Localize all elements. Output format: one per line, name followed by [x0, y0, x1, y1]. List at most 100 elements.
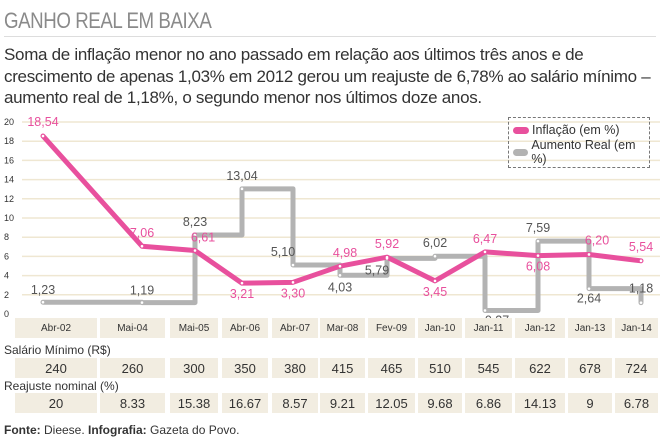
salario-cell: 380 [272, 358, 318, 378]
chart-title: GANHO REAL EM BAIXA [4, 8, 212, 33]
salario-cell: 300 [170, 358, 218, 378]
point-aumento-real [240, 187, 244, 191]
infographic-value: Gazeta do Povo. [146, 423, 240, 437]
y-tick-label: 10 [4, 213, 14, 223]
point-aumento-real [433, 254, 437, 258]
point-inflacao [433, 279, 437, 283]
x-tick-label: Mai-05 [170, 318, 218, 338]
legend-label: Aumento Real (em %) [531, 138, 636, 166]
data-label-inflacao: 18,54 [27, 115, 58, 129]
source-label: Fonte: [4, 423, 41, 437]
point-inflacao [240, 281, 244, 285]
data-label-aumento-real: 5,79 [365, 263, 389, 277]
point-aumento-real [140, 301, 144, 304]
y-tick-label: 20 [4, 117, 14, 127]
data-label-inflacao: 6,08 [526, 260, 550, 274]
salario-cell: 350 [222, 358, 268, 378]
salario-cell: 545 [465, 358, 512, 378]
reajuste-cell: 15.38 [170, 393, 218, 413]
x-tick-label: Abr-07 [272, 318, 318, 338]
salario-cell: 240 [15, 358, 97, 378]
x-tick-label: Mai-04 [100, 318, 165, 338]
point-inflacao [193, 249, 197, 252]
reajuste-cell: 14.13 [515, 393, 565, 413]
salario-label: Salário Mínimo (R$) [4, 343, 111, 357]
y-tick-label: 16 [4, 155, 14, 165]
salario-cell: 415 [320, 358, 365, 378]
reajuste-label: Reajuste nominal (%) [4, 379, 119, 393]
data-label-aumento-real: 13,04 [226, 169, 257, 183]
series-line-inflacao [40, 133, 644, 286]
data-label-aumento-real: 8,23 [183, 215, 207, 229]
salario-cell: 622 [515, 358, 565, 378]
data-label-inflacao: 6,20 [585, 233, 609, 247]
data-label-inflacao: 3,45 [423, 285, 447, 299]
legend-label: Inflação (em %) [532, 123, 620, 137]
point-aumento-real [41, 300, 45, 304]
data-label-inflacao: 5,92 [375, 237, 399, 251]
y-tick-label: 4 [4, 271, 9, 281]
salario-cell: 260 [100, 358, 165, 378]
point-inflacao [41, 134, 45, 138]
y-tick-label: 2 [4, 290, 9, 300]
data-label-aumento-real: 6,02 [423, 236, 447, 250]
data-label-aumento-real: 7,59 [526, 221, 550, 235]
x-tick-label: Mar-08 [320, 318, 365, 338]
series-line-aumento-real [40, 186, 644, 313]
point-aumento-real [193, 233, 197, 237]
reajuste-cell: 6.86 [465, 393, 512, 413]
x-tick-label: Jan-11 [465, 318, 512, 338]
x-tick-label: Abr-06 [222, 318, 268, 338]
legend-item-aumento-real: Aumento Real (em %) [513, 138, 649, 166]
reajuste-cell: 16.67 [222, 393, 268, 413]
point-aumento-real [483, 309, 487, 312]
salario-cell: 678 [568, 358, 612, 378]
x-tick-label: Abr-02 [15, 318, 97, 338]
data-label-inflacao: 7,06 [130, 226, 154, 240]
x-tick-label: Jan-10 [418, 318, 462, 338]
point-inflacao [385, 255, 389, 259]
reajuste-cell: 9.68 [418, 393, 462, 413]
y-tick-label: 14 [4, 175, 14, 185]
data-label-inflacao: 3,30 [281, 286, 305, 300]
reajuste-cell: 9 [568, 393, 612, 413]
reajuste-cell: 9.21 [320, 393, 365, 413]
data-label-aumento-real: 1,19 [130, 284, 154, 298]
data-label-inflacao: 3,21 [230, 287, 254, 301]
legend-swatch [513, 148, 529, 156]
data-label-aumento-real: 1,18 [629, 282, 653, 296]
legend-swatch [513, 126, 529, 134]
reajuste-cell: 12.05 [368, 393, 415, 413]
point-aumento-real [639, 301, 643, 304]
salario-cell: 510 [418, 358, 462, 378]
y-tick-label: 12 [4, 194, 14, 204]
y-tick-label: 6 [4, 251, 9, 261]
reajuste-cell: 6.78 [615, 393, 658, 413]
legend-item-inflacao: Inflação (em %) [513, 120, 649, 140]
y-tick-label: 18 [4, 136, 14, 146]
infographic-label: Infografia: [88, 423, 147, 437]
intro-text: Soma de inflação menor no ano passado em… [4, 45, 651, 107]
source-value: Dieese. [40, 423, 89, 437]
point-inflacao [140, 244, 144, 248]
reajuste-cell: 20 [15, 393, 97, 413]
data-label-inflacao: 6,61 [191, 231, 215, 245]
point-aumento-real [536, 239, 540, 243]
point-inflacao [536, 254, 540, 257]
source-note: Fonte: Dieese. Infografia: Gazeta do Pov… [4, 423, 239, 437]
reajuste-cell: 8.33 [100, 393, 165, 413]
data-label-aumento-real: 1,23 [31, 283, 55, 297]
x-tick-label: Jan-13 [568, 318, 612, 338]
point-aumento-real [338, 274, 342, 277]
point-inflacao [639, 259, 643, 263]
data-label-inflacao: 4,98 [333, 246, 357, 260]
data-label-aumento-real: 5,10 [271, 245, 295, 259]
title-divider [4, 36, 656, 37]
point-aumento-real [291, 263, 295, 267]
data-label-aumento-real: 2,64 [577, 292, 601, 306]
x-tick-label: Jan-12 [515, 318, 565, 338]
point-inflacao [338, 264, 342, 268]
point-inflacao [291, 281, 295, 284]
legend: Inflação (em %) Aumento Real (em %) [508, 117, 650, 168]
